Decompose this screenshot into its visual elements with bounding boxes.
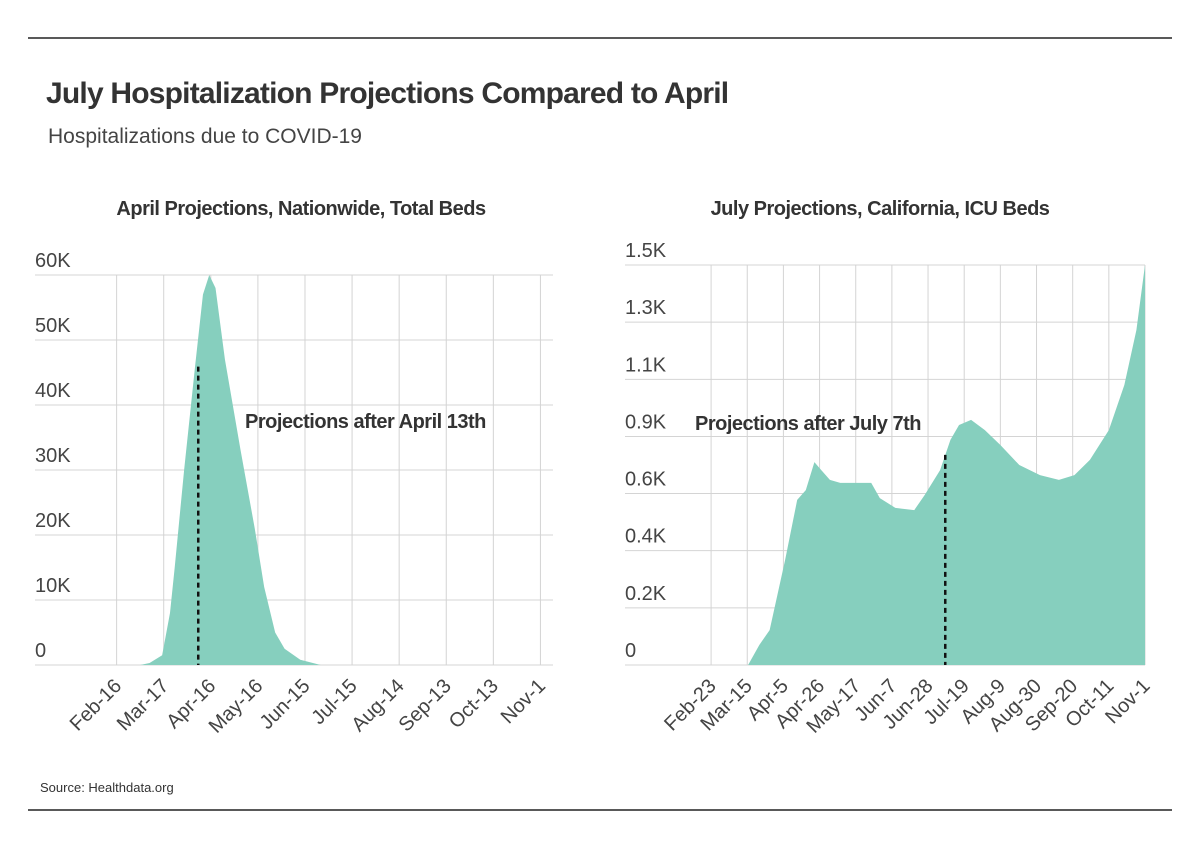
y-tick-label: 0 bbox=[35, 640, 46, 662]
x-tick-label: Feb-16 bbox=[66, 675, 126, 735]
x-tick-label: Oct-13 bbox=[445, 675, 503, 733]
y-tick-label: 50K bbox=[35, 315, 71, 337]
x-tick-label: Aug-14 bbox=[348, 675, 409, 736]
y-tick-label: 0 bbox=[625, 640, 636, 662]
title: July Hospitalization Projections Compare… bbox=[46, 77, 728, 110]
chart-title: April Projections, Nationwide, Total Bed… bbox=[116, 198, 486, 220]
x-tick-label: Mar-17 bbox=[113, 675, 173, 735]
area bbox=[748, 265, 1145, 665]
area bbox=[140, 275, 321, 665]
y-tick-label: 0.2K bbox=[625, 583, 667, 605]
y-tick-label: 0.4K bbox=[625, 526, 667, 548]
source: Source: Healthdata.org bbox=[40, 780, 174, 795]
subtitle: Hospitalizations due to COVID-19 bbox=[48, 125, 362, 148]
y-tick-label: 60K bbox=[35, 250, 71, 272]
y-tick-label: 0.9K bbox=[625, 411, 667, 433]
y-tick-label: 10K bbox=[35, 575, 71, 597]
y-tick-label: 40K bbox=[35, 380, 71, 402]
y-tick-label: 1.5K bbox=[625, 240, 667, 262]
x-tick-label: Jun-15 bbox=[256, 675, 315, 734]
annotation: Projections after April 13th bbox=[245, 411, 486, 433]
y-tick-label: 1.1K bbox=[625, 354, 667, 376]
x-tick-label: Nov-1 bbox=[497, 675, 550, 728]
y-tick-label: 1.3K bbox=[625, 297, 667, 319]
chart-title: July Projections, California, ICU Beds bbox=[711, 198, 1050, 220]
y-tick-label: 30K bbox=[35, 445, 71, 467]
y-tick-label: 20K bbox=[35, 510, 71, 532]
annotation: Projections after July 7th bbox=[695, 413, 921, 435]
y-tick-label: 0.6K bbox=[625, 469, 667, 491]
x-tick-label: Sep-13 bbox=[395, 675, 456, 736]
